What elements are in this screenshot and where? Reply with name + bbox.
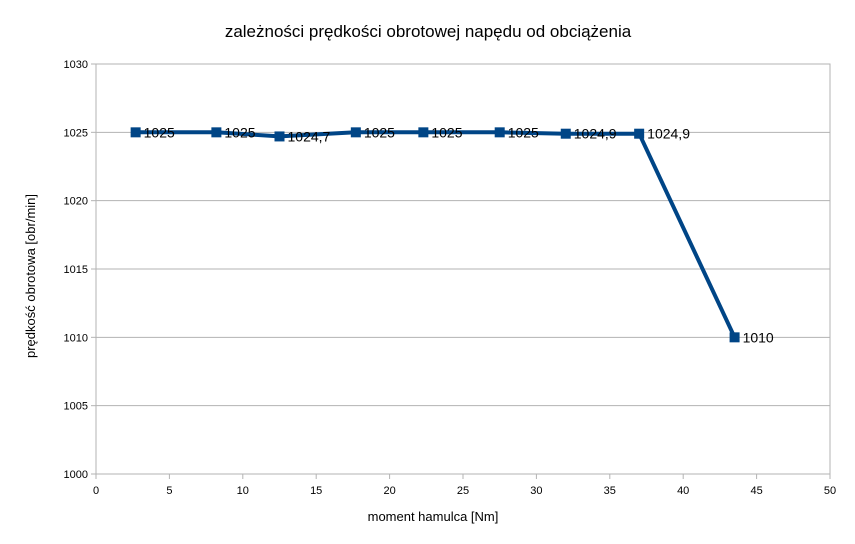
data-point (274, 131, 285, 142)
y-axis-title: prędkość obrotowa [obr/min] (23, 194, 38, 358)
data-point (634, 128, 645, 139)
grid (96, 63, 830, 475)
data-point (494, 127, 505, 138)
data-label: 1025 (364, 124, 395, 140)
y-tick-label: 1015 (64, 264, 88, 276)
y-tick-label: 1000 (64, 469, 88, 481)
data-label: 1025 (144, 124, 175, 140)
x-tick-label: 10 (237, 485, 249, 497)
series (130, 127, 740, 343)
chart-title: zależności prędkości obrotowej napędu od… (225, 22, 632, 41)
series-line (133, 130, 737, 340)
data-label: 1024,9 (574, 126, 617, 142)
data-point (130, 127, 141, 138)
x-axis-ticks: 0 5 10 15 20 25 30 35 40 45 50 (93, 474, 836, 497)
data-point (418, 127, 429, 138)
data-labels: 1025 1025 1024,7 1025 1025 1025 1024,9 1024,9 10… (144, 124, 774, 345)
x-tick-label: 0 (93, 485, 99, 497)
data-label: 1025 (508, 124, 539, 140)
x-tick-label: 25 (457, 485, 469, 497)
x-tick-label: 20 (383, 485, 395, 497)
x-tick-label: 35 (604, 485, 616, 497)
data-label: 1025 (431, 124, 462, 140)
y-tick-label: 1025 (64, 127, 88, 139)
x-tick-label: 50 (824, 485, 836, 497)
x-tick-label: 45 (750, 485, 762, 497)
data-point (729, 332, 740, 343)
y-axis-ticks: 1000 1005 1010 1015 1020 1025 1030 (64, 59, 96, 481)
data-point (560, 128, 571, 139)
data-label: 1025 (224, 124, 255, 140)
data-label: 1010 (743, 329, 774, 345)
x-tick-label: 5 (166, 485, 172, 497)
x-tick-label: 40 (677, 485, 689, 497)
x-tick-label: 30 (530, 485, 542, 497)
y-tick-label: 1020 (64, 196, 88, 208)
y-tick-label: 1010 (64, 332, 88, 344)
x-axis-title: moment hamulca [Nm] (368, 509, 499, 524)
x-tick-label: 15 (310, 485, 322, 497)
data-label: 1024,9 (647, 126, 690, 142)
data-label: 1024,7 (288, 128, 331, 144)
y-tick-label: 1030 (64, 59, 88, 71)
y-tick-label: 1005 (64, 401, 88, 413)
data-point (211, 127, 222, 138)
data-point (350, 127, 361, 138)
